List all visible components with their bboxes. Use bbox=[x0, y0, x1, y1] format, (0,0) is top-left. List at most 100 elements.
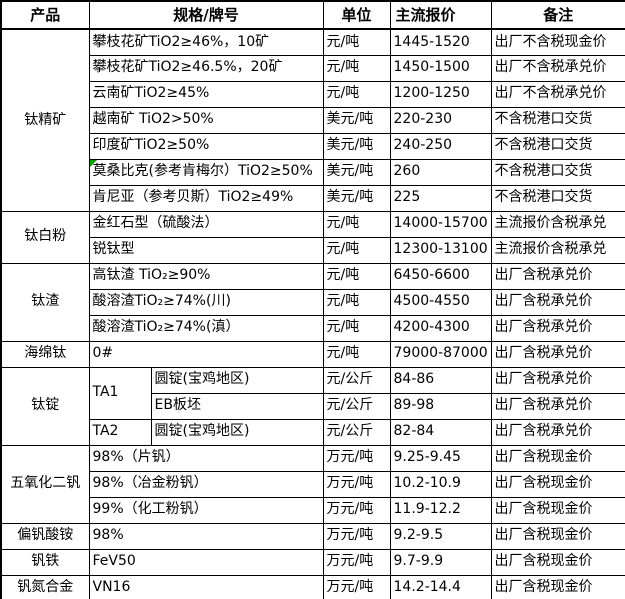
comment-marker-icon bbox=[90, 160, 96, 166]
unit-cell: 元/吨 bbox=[322, 80, 391, 108]
form-cell: 圆锭(宝鸡地区) bbox=[150, 418, 324, 446]
price-cell: 11.9-12.2 bbox=[389, 496, 492, 524]
col-header-unit: 单位 bbox=[322, 0, 391, 30]
note-cell: 出厂含税现金价 bbox=[490, 574, 625, 599]
col-header-spec: 规格/牌号 bbox=[88, 0, 324, 30]
note-cell: 出厂含税承兑价 bbox=[490, 418, 625, 446]
unit-cell: 元/吨 bbox=[322, 28, 391, 56]
note-cell: 不含税港口交货 bbox=[490, 184, 625, 212]
price-cell: 12300-13100 bbox=[389, 236, 492, 264]
price-cell: 84-86 bbox=[389, 366, 492, 394]
table-row: 云南矿TiO2≥45% 元/吨 1200-1250 出厂不含税承兑价 bbox=[1, 80, 625, 108]
spec-cell: 莫桑比克(参考肯梅尔）TiO2≥50% bbox=[88, 158, 324, 186]
table-row: 钒铁 FeV50 万元/吨 9.7-9.9 出厂含税现金价 bbox=[0, 548, 625, 576]
table-row: 酸溶渣TiO₂≥74%(滇） 元/吨 4200-4300 出厂含税承兑价 bbox=[1, 314, 625, 342]
price-cell: 240-250 bbox=[389, 132, 492, 160]
spec-cell: 锐钛型 bbox=[88, 236, 324, 264]
spec-cell: 肯尼亚（参考贝斯）TiO2≥49% bbox=[88, 184, 324, 212]
price-cell: 4200-4300 bbox=[389, 314, 492, 342]
price-cell: 1450-1500 bbox=[389, 54, 492, 82]
header-row: 产品 规格/牌号 单位 主流报价 备注 bbox=[0, 0, 625, 30]
unit-cell: 万元/吨 bbox=[322, 574, 391, 599]
unit-cell: 美元/吨 bbox=[322, 184, 391, 212]
unit-cell: 万元/吨 bbox=[322, 496, 391, 524]
unit-cell: 元/公斤 bbox=[322, 392, 391, 420]
unit-cell: 万元/吨 bbox=[322, 470, 391, 498]
price-cell: 4500-4550 bbox=[389, 288, 492, 316]
note-cell: 主流报价含税承兑 bbox=[490, 236, 625, 264]
table-row: EB板坯 元/公斤 89-98 出厂含税承兑价 bbox=[1, 392, 625, 420]
note-cell: 不含税港口交货 bbox=[490, 158, 625, 186]
unit-cell: 万元/吨 bbox=[322, 548, 391, 576]
note-cell: 不含税港口交货 bbox=[490, 106, 625, 134]
table-row: 攀枝花矿TiO2≥46.5%，20矿 元/吨 1450-1500 出厂不含税承兑… bbox=[1, 54, 625, 82]
table-row: 99%（化工粉钒） 万元/吨 11.9-12.2 出厂含税现金价 bbox=[1, 496, 625, 524]
spec-cell: 酸溶渣TiO₂≥74%(滇） bbox=[88, 314, 324, 342]
grade-cell: TA1 bbox=[88, 366, 152, 420]
price-cell: 10.2-10.9 bbox=[389, 470, 492, 498]
unit-cell: 元/公斤 bbox=[322, 366, 391, 394]
note-cell: 主流报价含税承兑 bbox=[490, 210, 625, 238]
note-cell: 出厂含税现金价 bbox=[490, 522, 625, 550]
price-cell: 6450-6600 bbox=[389, 262, 492, 290]
price-cell: 225 bbox=[389, 184, 492, 212]
note-cell: 出厂含税现金价 bbox=[490, 470, 625, 498]
price-cell: 9.25-9.45 bbox=[389, 444, 492, 472]
price-cell: 1445-1520 bbox=[389, 28, 492, 56]
product-cell: 钛白粉 bbox=[0, 210, 90, 264]
table-row: 钛渣 高钛渣 TiO₂≥90% 元/吨 6450-6600 出厂含税承兑价 bbox=[0, 262, 625, 342]
form-cell: 圆锭(宝鸡地区) bbox=[150, 366, 324, 394]
product-cell: 钛锭 bbox=[0, 366, 90, 446]
note-cell: 出厂含税现金价 bbox=[490, 496, 625, 524]
note-cell: 出厂不含税承兑价 bbox=[490, 54, 625, 82]
unit-cell: 美元/吨 bbox=[322, 106, 391, 134]
spec-cell: 0# bbox=[88, 340, 324, 368]
spec-cell: 攀枝花矿TiO2≥46.5%，20矿 bbox=[88, 54, 324, 82]
product-cell: 五氧化二钒 bbox=[0, 444, 90, 524]
unit-cell: 元/吨 bbox=[322, 54, 391, 82]
note-cell: 出厂含税现金价 bbox=[490, 444, 625, 472]
table-row: 钛锭 TA1 圆锭(宝鸡地区) 元/公斤 84-86 出厂含税承兑价 bbox=[0, 366, 625, 446]
table-row: 98%（冶金粉钒） 万元/吨 10.2-10.9 出厂含税现金价 bbox=[1, 470, 625, 498]
spec-text: 莫桑比克(参考肯梅尔）TiO2≥50% bbox=[92, 163, 313, 180]
spec-cell: 98%（片钒） bbox=[88, 444, 324, 472]
note-cell: 出厂含税承兑价 bbox=[490, 288, 625, 316]
note-cell: 不含税港口交货 bbox=[490, 132, 625, 160]
price-cell: 79000-87000 bbox=[389, 340, 492, 368]
unit-cell: 元/吨 bbox=[322, 288, 391, 316]
spec-cell: FeV50 bbox=[88, 548, 324, 576]
table-row: 印度矿TiO2≥50% 美元/吨 240-250 不含税港口交货 bbox=[1, 132, 625, 160]
table-row: 莫桑比克(参考肯梅尔）TiO2≥50% 美元/吨 260 不含税港口交货 bbox=[1, 158, 625, 186]
unit-cell: 元/吨 bbox=[322, 314, 391, 342]
grade-cell: TA2 bbox=[88, 418, 152, 446]
unit-cell: 元/吨 bbox=[322, 210, 391, 238]
spec-cell: 99%（化工粉钒） bbox=[88, 496, 324, 524]
table-row: 越南矿 TiO2>50% 美元/吨 220-230 不含税港口交货 bbox=[1, 106, 625, 134]
table-row: 肯尼亚（参考贝斯）TiO2≥49% 美元/吨 225 不含税港口交货 bbox=[1, 184, 625, 212]
spec-cell: 印度矿TiO2≥50% bbox=[88, 132, 324, 160]
note-cell: 出厂含税承兑价 bbox=[490, 314, 625, 342]
spec-cell: 攀枝花矿TiO2≥46%，10矿 bbox=[88, 28, 324, 56]
note-cell: 出厂含税承兑价 bbox=[490, 366, 625, 394]
unit-cell: 美元/吨 bbox=[322, 132, 391, 160]
col-header-product: 产品 bbox=[0, 0, 90, 30]
product-cell: 钛渣 bbox=[0, 262, 90, 342]
price-cell: 82-84 bbox=[389, 418, 492, 446]
table-row: 偏钒酸铵 98% 万元/吨 9.2-9.5 出厂含税现金价 bbox=[0, 522, 625, 550]
table-row: 钒氮合金 VN16 万元/吨 14.2-14.4 出厂含税现金价 bbox=[0, 574, 625, 599]
spec-cell: 越南矿 TiO2>50% bbox=[88, 106, 324, 134]
product-cell: 钒铁 bbox=[0, 548, 90, 576]
price-cell: 9.7-9.9 bbox=[389, 548, 492, 576]
unit-cell: 元/吨 bbox=[322, 262, 391, 290]
table-row: 海绵钛 0# 元/吨 79000-87000 出厂含税承兑价 bbox=[0, 340, 625, 368]
note-cell: 出厂含税承兑价 bbox=[490, 340, 625, 368]
unit-cell: 元/吨 bbox=[322, 340, 391, 368]
spec-cell: 云南矿TiO2≥45% bbox=[88, 80, 324, 108]
spec-cell: VN16 bbox=[88, 574, 324, 599]
price-cell: 9.2-9.5 bbox=[389, 522, 492, 550]
unit-cell: 万元/吨 bbox=[322, 522, 391, 550]
table-row: 钛精矿 攀枝花矿TiO2≥46%，10矿 元/吨 1445-1520 出厂不含税… bbox=[0, 28, 625, 212]
price-cell: 14000-15700 bbox=[389, 210, 492, 238]
